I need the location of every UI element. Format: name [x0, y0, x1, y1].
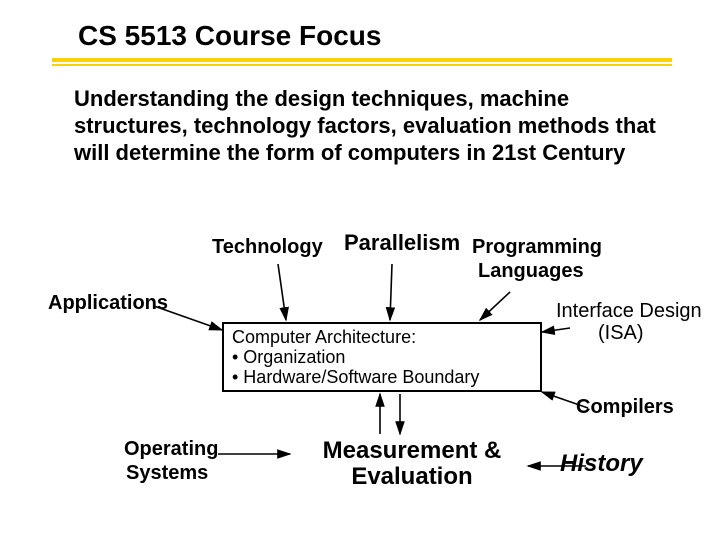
slide-title: CS 5513 Course Focus	[78, 20, 381, 52]
label-applications: Applications	[48, 292, 168, 315]
centerbox-line2: • Organization	[232, 348, 532, 368]
label-parallelism: Parallelism	[344, 230, 460, 255]
arrow-interface	[542, 328, 570, 332]
title-underline-thin	[52, 64, 672, 66]
measurement-evaluation: Measurement & Evaluation	[292, 438, 532, 491]
label-compilers: Compilers	[576, 396, 674, 419]
meas-line2: Evaluation	[292, 464, 532, 490]
arrow-technology	[278, 264, 286, 320]
label-interface: Interface Design	[556, 300, 702, 323]
meas-line1: Measurement &	[292, 438, 532, 464]
label-programming: Programming	[472, 236, 602, 259]
label-isa: (ISA)	[598, 322, 644, 345]
label-os-line2: Systems	[126, 462, 208, 485]
centerbox-line1: Computer Architecture:	[232, 328, 532, 348]
center-box: Computer Architecture: • Organization • …	[222, 322, 542, 392]
title-underline-thick	[52, 58, 672, 62]
label-languages: Languages	[478, 260, 584, 283]
label-technology: Technology	[212, 236, 323, 259]
arrow-programming	[480, 292, 510, 320]
centerbox-line3: • Hardware/Software Boundary	[232, 368, 532, 388]
intro-paragraph: Understanding the design techniques, mac…	[74, 86, 664, 166]
label-os-line1: Operating	[124, 438, 218, 461]
arrow-parallelism	[390, 264, 392, 320]
label-history: History	[560, 450, 643, 478]
